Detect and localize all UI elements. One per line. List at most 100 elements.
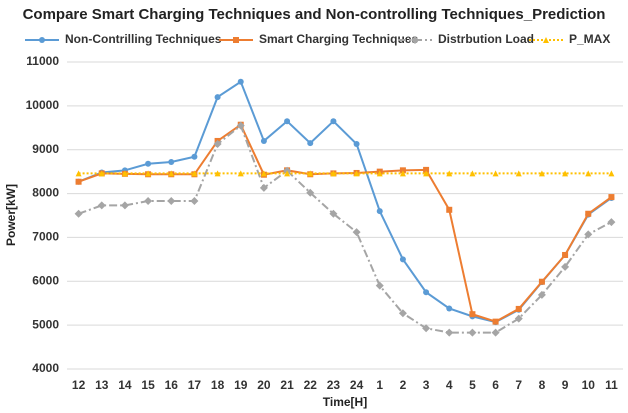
point bbox=[236, 121, 245, 130]
point bbox=[469, 311, 476, 318]
point bbox=[75, 178, 82, 185]
point bbox=[307, 140, 314, 147]
point bbox=[561, 262, 570, 271]
point bbox=[375, 281, 384, 290]
x-tick-label: 14 bbox=[118, 378, 132, 392]
point bbox=[492, 318, 499, 325]
point bbox=[423, 289, 430, 296]
point bbox=[399, 170, 406, 177]
x-tick-label: 18 bbox=[211, 378, 225, 392]
point bbox=[190, 197, 199, 206]
point bbox=[213, 140, 222, 149]
x-tick-label: 3 bbox=[423, 378, 430, 392]
series-line bbox=[78, 123, 612, 334]
point bbox=[145, 160, 152, 167]
point bbox=[399, 256, 406, 263]
point bbox=[260, 170, 267, 177]
y-tick-label: 9000 bbox=[32, 142, 59, 156]
point bbox=[168, 170, 175, 177]
point bbox=[260, 137, 267, 144]
point bbox=[537, 290, 546, 299]
series-line bbox=[78, 123, 613, 323]
point bbox=[75, 170, 82, 177]
x-tick-label: 19 bbox=[234, 378, 248, 392]
y-tick-label: 5000 bbox=[32, 317, 59, 331]
point bbox=[191, 170, 198, 177]
x-tick-label: 13 bbox=[95, 378, 109, 392]
point bbox=[584, 230, 593, 239]
point bbox=[445, 328, 454, 337]
x-tick-label: 24 bbox=[350, 378, 364, 392]
point bbox=[307, 170, 314, 177]
point bbox=[608, 194, 615, 201]
point bbox=[423, 170, 430, 177]
y-tick-label: 6000 bbox=[32, 273, 59, 287]
point bbox=[352, 228, 361, 237]
x-tick-label: 11 bbox=[605, 378, 618, 392]
point bbox=[259, 183, 268, 192]
chart-title: Compare Smart Charging Techniques and No… bbox=[23, 6, 606, 23]
y-tick-label: 4000 bbox=[32, 361, 59, 375]
point bbox=[284, 170, 291, 177]
point bbox=[376, 170, 383, 177]
point bbox=[515, 170, 522, 177]
point bbox=[284, 118, 291, 125]
point bbox=[353, 170, 360, 177]
x-tick-label: 6 bbox=[492, 378, 499, 392]
point bbox=[329, 209, 338, 218]
legend-marker bbox=[39, 37, 45, 43]
point bbox=[491, 328, 500, 337]
x-tick-label: 17 bbox=[188, 378, 202, 392]
point bbox=[144, 197, 153, 206]
x-tick-label: 9 bbox=[562, 378, 569, 392]
point bbox=[145, 170, 152, 177]
y-tick-label: 7000 bbox=[32, 230, 59, 244]
point bbox=[538, 278, 545, 285]
y-tick-label: 8000 bbox=[32, 186, 59, 200]
y-tick-label: 10000 bbox=[26, 98, 60, 112]
point bbox=[399, 167, 406, 174]
x-tick-label: 20 bbox=[257, 378, 271, 392]
point bbox=[538, 170, 545, 177]
point bbox=[214, 170, 221, 177]
x-tick-label: 21 bbox=[280, 378, 294, 392]
point bbox=[562, 170, 569, 177]
point bbox=[446, 305, 453, 312]
x-tick-label: 23 bbox=[327, 378, 341, 392]
point bbox=[608, 170, 615, 177]
point bbox=[330, 170, 337, 177]
x-axis-label: Time[H] bbox=[323, 395, 367, 409]
point bbox=[237, 170, 244, 177]
x-tick-label: 5 bbox=[469, 378, 476, 392]
point bbox=[98, 170, 105, 177]
point bbox=[423, 166, 430, 173]
point bbox=[74, 209, 83, 218]
legend-label: Distrbution Load bbox=[438, 32, 534, 46]
point bbox=[422, 324, 431, 333]
point bbox=[469, 170, 476, 177]
legend-label: Non-Contrilling Techniques bbox=[65, 32, 222, 46]
point bbox=[306, 188, 315, 197]
point bbox=[121, 170, 128, 177]
y-axis-label: Power[kW] bbox=[4, 184, 18, 246]
point bbox=[468, 328, 477, 337]
point bbox=[585, 210, 592, 217]
point bbox=[214, 94, 221, 101]
x-tick-label: 15 bbox=[141, 378, 155, 392]
legend-label: Smart Charging Techniques bbox=[259, 32, 418, 46]
point bbox=[167, 197, 176, 206]
point bbox=[353, 141, 360, 148]
point bbox=[398, 309, 407, 318]
x-tick-label: 7 bbox=[515, 378, 522, 392]
point bbox=[330, 118, 337, 125]
x-tick-label: 12 bbox=[72, 378, 86, 392]
point bbox=[97, 201, 106, 210]
x-tick-label: 4 bbox=[446, 378, 453, 392]
legend-marker bbox=[233, 37, 239, 43]
point bbox=[191, 153, 198, 160]
point bbox=[607, 218, 616, 227]
point bbox=[515, 305, 522, 312]
point bbox=[446, 170, 453, 177]
x-tick-label: 22 bbox=[304, 378, 318, 392]
